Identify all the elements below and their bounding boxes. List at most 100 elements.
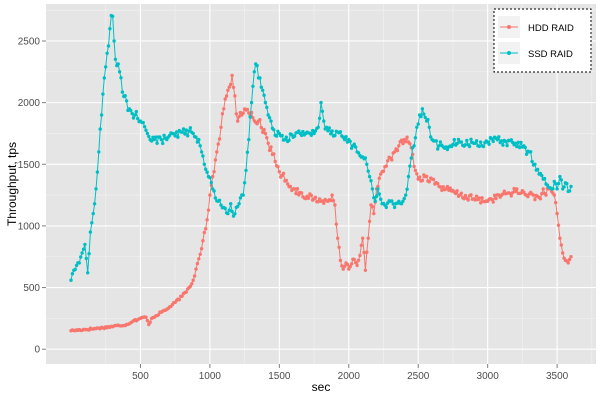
data-point-ssd-raid (124, 99, 129, 103)
data-point-hdd-raid (376, 184, 380, 189)
data-point-ssd-raid (104, 65, 108, 69)
data-point-hdd-raid (333, 203, 337, 207)
data-point-ssd-raid (374, 194, 379, 198)
data-point-ssd-raid (473, 141, 477, 145)
data-point-ssd-raid (530, 159, 534, 164)
data-point-ssd-raid (105, 51, 109, 55)
data-point-hdd-raid (541, 187, 545, 191)
data-point-hdd-raid (241, 111, 245, 115)
data-point-ssd-raid (365, 162, 369, 166)
data-point-ssd-raid (377, 192, 381, 196)
data-point-ssd-raid (444, 145, 448, 149)
data-point-hdd-raid (195, 261, 200, 266)
data-point-ssd-raid (136, 116, 140, 121)
data-point-ssd-raid (108, 27, 112, 31)
data-point-ssd-raid (248, 115, 252, 119)
data-point-hdd-raid (445, 184, 450, 189)
data-point-ssd-raid (184, 128, 188, 132)
data-point-hdd-raid (227, 85, 231, 89)
x-axis: 500 1000 1500 2000 2500 3000 3500 (132, 364, 569, 382)
x-tick-label: 3500 (546, 371, 569, 382)
data-point-hdd-raid (490, 197, 494, 202)
data-point-hdd-raid (559, 243, 563, 247)
data-point-ssd-raid (174, 130, 179, 134)
data-point-hdd-raid (224, 94, 229, 98)
data-point-hdd-raid (412, 164, 416, 169)
data-point-ssd-raid (370, 187, 375, 191)
data-point-ssd-raid (197, 137, 201, 142)
data-point-hdd-raid (338, 258, 343, 263)
data-point-ssd-raid (130, 111, 134, 116)
data-point-ssd-raid (311, 128, 315, 133)
data-point-ssd-raid (319, 100, 323, 105)
data-point-hdd-raid (273, 159, 277, 164)
data-point-ssd-raid (445, 147, 450, 152)
data-point-hdd-raid (363, 268, 368, 272)
data-point-ssd-raid (329, 132, 333, 136)
data-point-ssd-raid (283, 138, 287, 142)
data-point-hdd-raid (401, 141, 405, 146)
data-point-hdd-raid (554, 200, 558, 205)
data-point-hdd-raid (438, 185, 443, 189)
data-point-ssd-raid (369, 179, 373, 183)
data-point-ssd-raid (416, 122, 420, 126)
data-point-ssd-raid (491, 139, 495, 144)
data-point-hdd-raid (348, 264, 352, 269)
data-point-ssd-raid (354, 145, 358, 149)
data-point-hdd-raid (281, 171, 286, 176)
data-point-ssd-raid (219, 203, 223, 207)
data-point-hdd-raid (390, 158, 394, 162)
data-point-hdd-raid (194, 267, 198, 271)
data-point-hdd-raid (413, 168, 418, 173)
data-point-hdd-raid (322, 201, 326, 205)
data-point-hdd-raid (466, 198, 470, 202)
data-point-ssd-raid (213, 196, 218, 200)
data-point-ssd-raid (230, 209, 234, 214)
data-point-ssd-raid (390, 199, 394, 203)
data-point-hdd-raid (370, 205, 375, 209)
data-point-ssd-raid (316, 125, 320, 129)
data-point-hdd-raid (352, 257, 356, 262)
data-point-hdd-raid (392, 150, 397, 154)
data-point-ssd-raid (116, 62, 120, 66)
data-point-ssd-raid (523, 145, 527, 150)
data-point-ssd-raid (188, 126, 193, 130)
data-point-hdd-raid (427, 180, 431, 184)
data-point-hdd-raid (191, 278, 195, 282)
x-tick-label: 1000 (199, 371, 222, 382)
data-point-ssd-raid (112, 39, 116, 43)
data-point-hdd-raid (206, 208, 211, 212)
data-point-ssd-raid (251, 84, 255, 89)
data-point-hdd-raid (501, 192, 505, 196)
data-point-hdd-raid (236, 119, 240, 123)
data-point-hdd-raid (558, 236, 562, 240)
data-point-ssd-raid (249, 100, 254, 105)
data-point-ssd-raid (490, 137, 494, 141)
data-point-hdd-raid (262, 127, 266, 132)
y-axis: 0 500 1000 1500 2000 2500 (18, 36, 46, 356)
data-point-ssd-raid (405, 187, 409, 191)
legend-label-ssd-raid: SSD RAID (528, 49, 573, 60)
x-tick-label: 1500 (268, 371, 291, 382)
data-point-ssd-raid (147, 134, 151, 139)
data-point-ssd-raid (434, 139, 438, 143)
legend-point-ssd-raid (507, 51, 511, 55)
data-point-hdd-raid (531, 193, 536, 197)
data-point-ssd-raid (567, 189, 572, 193)
data-point-hdd-raid (202, 230, 206, 235)
data-point-ssd-raid (287, 138, 291, 142)
data-point-ssd-raid (73, 267, 77, 272)
data-point-ssd-raid (327, 126, 331, 130)
data-point-ssd-raid (501, 143, 505, 147)
data-point-ssd-raid (241, 193, 245, 197)
data-point-ssd-raid (129, 108, 133, 113)
data-point-ssd-raid (299, 133, 304, 138)
data-point-ssd-raid (437, 144, 441, 148)
data-point-ssd-raid (74, 263, 79, 268)
data-point-hdd-raid (415, 172, 419, 176)
data-point-hdd-raid (234, 112, 238, 116)
data-point-hdd-raid (511, 191, 515, 195)
y-tick-label: 2500 (18, 36, 41, 47)
y-tick-label: 0 (34, 345, 40, 356)
